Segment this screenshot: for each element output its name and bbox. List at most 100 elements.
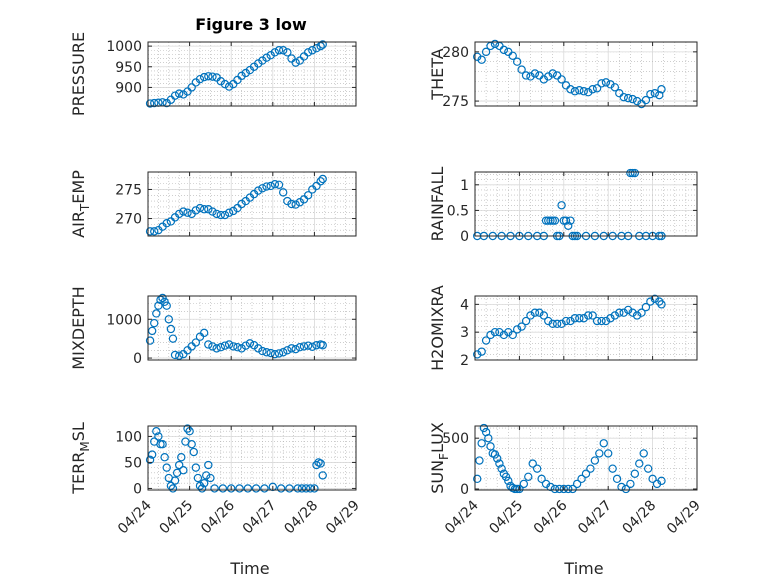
axes-box xyxy=(474,171,698,237)
data-point xyxy=(499,45,509,55)
data-point xyxy=(535,308,544,317)
subplot-terr_msl: 0 50 100 04/24 04/25 04/26 04/27 04/28 04/29 TERR… xyxy=(69,422,363,578)
data-point xyxy=(601,78,611,87)
data-point xyxy=(510,484,520,494)
y-tick-label: 950 xyxy=(115,60,142,76)
x-tick-label: 04/25 xyxy=(157,498,197,538)
data-point xyxy=(635,459,644,468)
data-point xyxy=(564,484,573,494)
data-point xyxy=(166,324,176,334)
data-point xyxy=(641,95,651,105)
data-point xyxy=(495,459,504,468)
data-point xyxy=(604,449,613,458)
y-tick-label: 500 xyxy=(442,431,469,447)
data-point xyxy=(568,484,577,494)
data-point xyxy=(179,90,188,99)
data-point xyxy=(204,205,213,214)
x-tick-label: 04/24 xyxy=(442,497,482,537)
data-point xyxy=(204,460,213,470)
axes-box xyxy=(147,171,357,237)
axes-box xyxy=(474,41,698,107)
data-point xyxy=(590,456,600,465)
data-point xyxy=(266,181,275,191)
x-tick-label: 04/25 xyxy=(486,498,526,538)
data-point xyxy=(512,325,522,334)
data-point xyxy=(524,472,533,481)
data-point xyxy=(632,311,642,320)
data-point xyxy=(147,450,157,459)
y-tick-label: 0 xyxy=(133,481,142,497)
data-point xyxy=(145,455,155,465)
data-point xyxy=(530,308,540,317)
data-point xyxy=(515,484,524,494)
data-point xyxy=(170,350,180,360)
data-point xyxy=(316,41,325,51)
x-axis-label: Time xyxy=(563,559,603,578)
data-point xyxy=(291,200,300,209)
data-point xyxy=(566,85,575,94)
data-point xyxy=(187,83,196,92)
data-point xyxy=(566,216,575,225)
data-point xyxy=(601,316,611,326)
y-tick-label: 0 xyxy=(460,229,469,245)
data-point xyxy=(599,439,608,448)
y-tick-label: 3 xyxy=(460,325,469,341)
subplot-sun_flux: 0 500 04/24 04/25 04/26 04/27 04/28 04/29 SUNFLU… xyxy=(428,422,704,578)
data-point xyxy=(548,216,557,225)
data-point xyxy=(208,72,217,81)
data-point xyxy=(312,460,321,470)
y-tick-label: 1000 xyxy=(106,39,142,55)
data-point xyxy=(258,346,267,356)
data-point xyxy=(310,484,319,493)
data-point xyxy=(630,168,640,178)
data-point xyxy=(312,341,321,350)
data-point xyxy=(557,201,566,210)
data-point xyxy=(274,349,284,358)
data-point xyxy=(174,460,184,470)
y-axis-label: MIXDEPTH xyxy=(69,286,88,369)
data-point xyxy=(548,319,557,329)
y-tick-label: 50 xyxy=(124,455,142,471)
data-point xyxy=(174,351,184,360)
data-point xyxy=(197,484,207,493)
data-point xyxy=(481,47,491,57)
data-point xyxy=(162,301,171,310)
data-point xyxy=(318,40,327,49)
data-point xyxy=(615,308,624,317)
y-tick-label: 270 xyxy=(115,212,142,228)
data-point xyxy=(199,72,209,82)
data-point xyxy=(226,484,236,493)
data-point xyxy=(650,294,660,303)
subplot-h2omixra: 2 3 4 H2OMIXRA xyxy=(428,285,698,371)
x-tick-label: 04/28 xyxy=(281,498,321,538)
data-point xyxy=(183,424,192,433)
y-tick-label: 100 xyxy=(115,429,142,445)
data-point xyxy=(287,344,296,353)
plot-area xyxy=(475,172,697,236)
axes-box xyxy=(147,425,357,491)
data-point xyxy=(216,77,225,86)
data-point xyxy=(189,447,198,457)
data-point xyxy=(220,210,230,220)
data-point xyxy=(301,484,311,493)
data-point xyxy=(564,221,573,230)
data-point xyxy=(216,210,225,220)
data-point xyxy=(572,479,582,489)
data-point xyxy=(174,209,184,219)
data-point xyxy=(160,453,169,462)
data-point xyxy=(177,453,186,462)
data-point xyxy=(206,473,215,483)
data-point xyxy=(145,227,155,236)
data-point xyxy=(145,336,155,345)
x-tick-label: 04/24 xyxy=(115,497,155,537)
data-point xyxy=(628,94,637,104)
data-point xyxy=(619,308,628,317)
data-point xyxy=(279,348,288,357)
x-tick-label: 04/28 xyxy=(620,498,660,538)
data-point xyxy=(152,427,161,436)
x-tick-label: 04/26 xyxy=(531,497,571,537)
data-point xyxy=(606,314,615,323)
y-tick-label: 0.5 xyxy=(447,203,469,219)
data-point xyxy=(235,484,244,493)
